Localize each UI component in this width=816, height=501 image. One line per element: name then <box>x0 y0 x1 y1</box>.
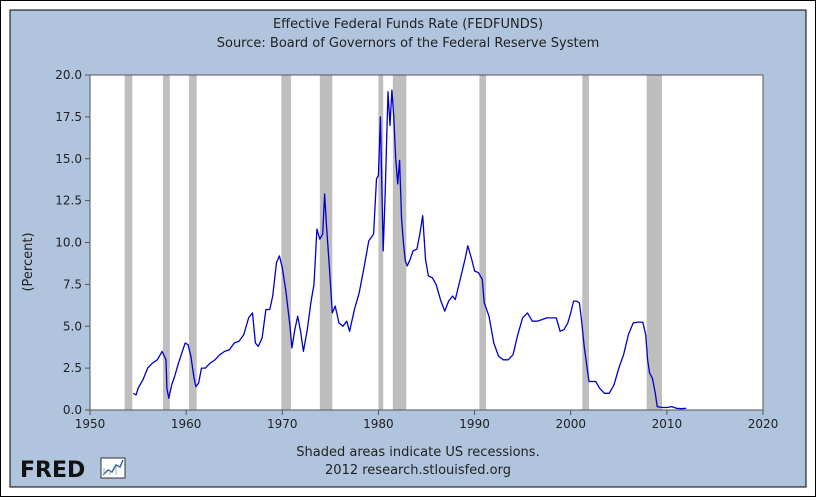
y-tick-label: 20.0 <box>55 68 82 82</box>
recession-band-6 <box>392 75 407 410</box>
y-axis-label: (Percent) <box>21 232 36 291</box>
recession-band-5 <box>378 75 384 410</box>
x-tick-labels: 1950 1960 1970 1980 1990 2000 2010 2020 <box>75 417 779 431</box>
x-tick-label: 1970 <box>267 417 298 431</box>
source-credit: 2012 research.stlouisfed.org <box>325 463 511 478</box>
x-tick-label: 2000 <box>555 417 586 431</box>
fred-logo-text: FRED <box>20 458 85 483</box>
axis-ticks <box>85 74 764 415</box>
fred-logo-graph-icon <box>100 457 126 479</box>
y-tick-label: 17.5 <box>55 110 82 124</box>
y-tick-label: 15.0 <box>55 152 82 166</box>
y-tick-label: 12.5 <box>55 194 82 208</box>
recession-bands <box>124 75 663 410</box>
fred-logo: FRED <box>20 457 126 483</box>
recession-band-1 <box>163 75 170 410</box>
y-tick-label: 10.0 <box>55 236 82 250</box>
recession-band-2 <box>189 75 197 410</box>
recession-band-7 <box>479 75 487 410</box>
x-tick-label: 1950 <box>75 417 106 431</box>
y-tick-label: 0.0 <box>63 403 82 417</box>
chart-title: Effective Federal Funds Rate (FEDFUNDS) <box>273 17 543 32</box>
recession-band-9 <box>646 75 663 410</box>
x-tick-label: 1980 <box>363 417 394 431</box>
plot-border <box>89 74 764 411</box>
x-tick-label: 2010 <box>652 417 683 431</box>
y-tick-label: 5.0 <box>63 319 82 333</box>
fedfunds-series-line <box>132 89 687 410</box>
recession-band-3 <box>281 75 291 410</box>
x-tick-label: 1990 <box>459 417 490 431</box>
recession-band-8 <box>582 75 589 410</box>
y-tick-label: 7.5 <box>63 277 82 291</box>
recession-band-4 <box>319 75 333 410</box>
recession-note: Shaded areas indicate US recessions. <box>296 445 539 460</box>
y-tick-labels: 0.0 2.5 5.0 7.5 10.0 12.5 15.0 17.5 20.0 <box>55 68 82 417</box>
x-tick-label: 1960 <box>171 417 202 431</box>
chart-subtitle: Source: Board of Governors of the Federa… <box>217 36 600 51</box>
y-tick-label: 2.5 <box>63 361 82 375</box>
x-tick-label: 2020 <box>748 417 779 431</box>
recession-band-0 <box>124 75 133 410</box>
